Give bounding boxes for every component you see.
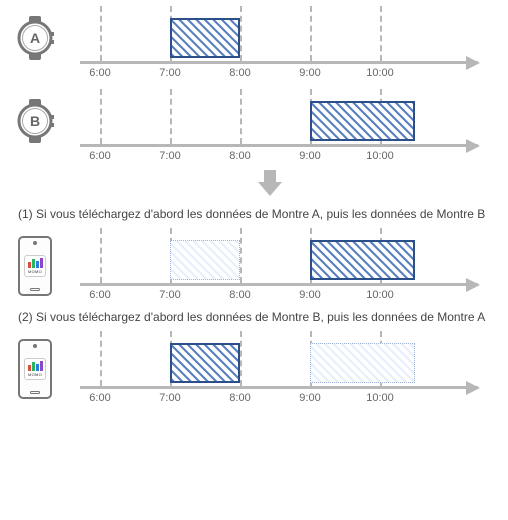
gridline: [240, 89, 242, 144]
tick-label: 7:00: [159, 289, 180, 301]
tick-label: 10:00: [366, 392, 394, 404]
gridline: [310, 6, 312, 61]
app-label-2: MOMO: [28, 372, 42, 377]
tick-label: 6:00: [89, 392, 110, 404]
data-bar-solid: [310, 240, 415, 280]
gridline: [100, 228, 102, 283]
tick-label: 10:00: [366, 67, 394, 79]
gridline: [240, 228, 242, 283]
case2-heading: (2) Si vous téléchargez d'abord les donn…: [0, 305, 508, 331]
watch-a-icon: A: [11, 14, 59, 62]
case1-heading: (1) Si vous téléchargez d'abord les donn…: [0, 202, 508, 228]
app-icon-2: MOMO: [24, 358, 46, 380]
gridline: [240, 331, 242, 386]
watch-b-icon: B: [11, 97, 59, 145]
data-bar-solid: [310, 101, 415, 141]
tick-label: 8:00: [229, 289, 250, 301]
tick-label: 6:00: [89, 67, 110, 79]
timeline-a: [70, 6, 478, 61]
tick-label: 10:00: [366, 150, 394, 162]
app-label-1: MOMO: [28, 269, 42, 274]
data-bar-ghost: [310, 343, 415, 383]
tick-label: 8:00: [229, 150, 250, 162]
data-bar-solid: [170, 343, 240, 383]
gridline: [100, 89, 102, 144]
tick-label: 6:00: [89, 289, 110, 301]
tick-label: 9:00: [299, 392, 320, 404]
tick-label: 9:00: [299, 289, 320, 301]
timeline-case2: [70, 331, 478, 386]
tick-label: 7:00: [159, 67, 180, 79]
tick-label: 6:00: [89, 150, 110, 162]
phone-icon-2: MOMO: [18, 339, 52, 399]
phone-icon-1: MOMO: [18, 236, 52, 296]
tick-label: 7:00: [159, 392, 180, 404]
gridline: [100, 331, 102, 386]
tick-label: 9:00: [299, 67, 320, 79]
tick-label: 7:00: [159, 150, 180, 162]
gridline: [100, 6, 102, 61]
tick-label: 9:00: [299, 150, 320, 162]
watch-a-label: A: [30, 30, 40, 46]
timeline-b: [70, 89, 478, 144]
tick-label: 10:00: [366, 289, 394, 301]
gridline: [240, 6, 242, 61]
app-icon-1: MOMO: [24, 255, 46, 277]
watch-b-label: B: [30, 113, 40, 129]
gridline: [380, 6, 382, 61]
gridline: [170, 89, 172, 144]
data-bar-solid: [170, 18, 240, 58]
data-bar-ghost: [170, 240, 240, 280]
tick-label: 8:00: [229, 67, 250, 79]
tick-label: 8:00: [229, 392, 250, 404]
timeline-case1: [70, 228, 478, 283]
down-arrow-icon: [254, 170, 286, 196]
